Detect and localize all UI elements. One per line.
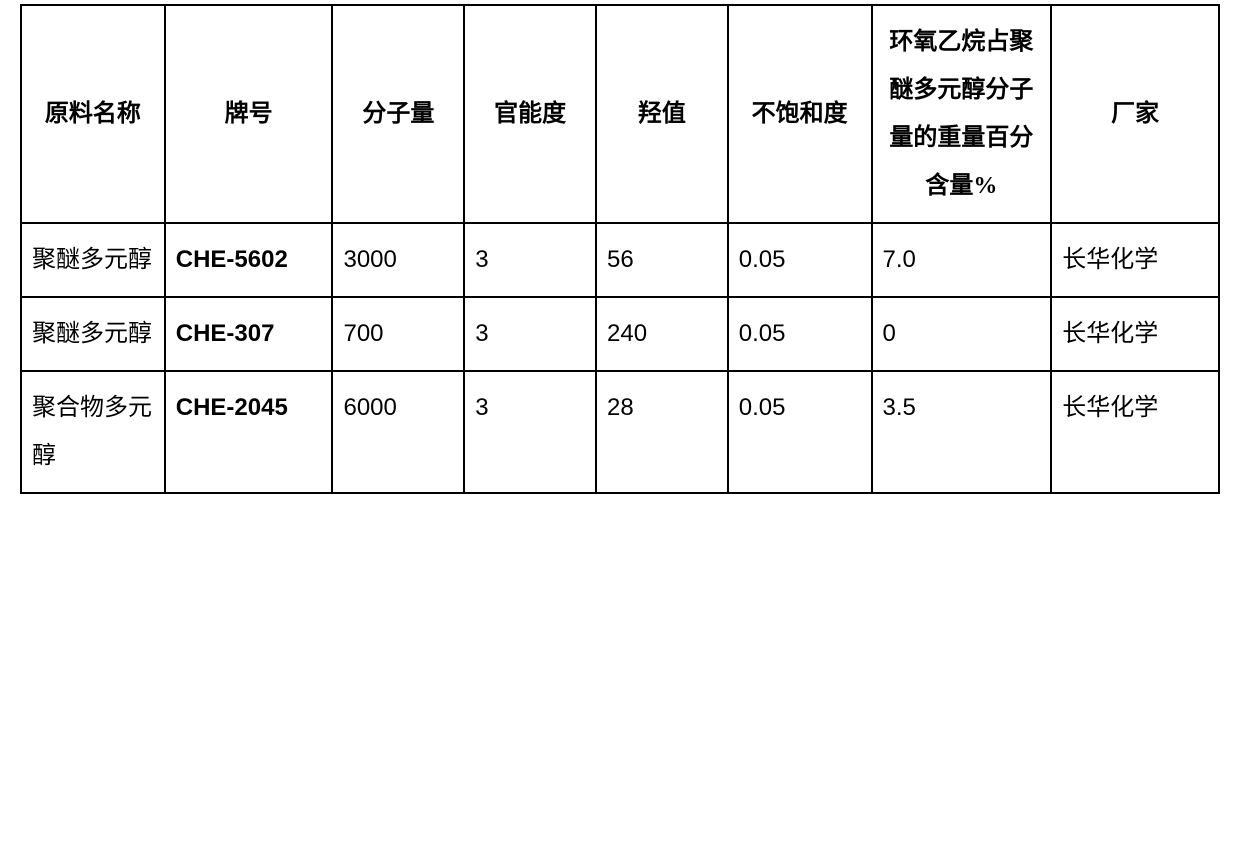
cell-eo: 0: [872, 297, 1052, 371]
col-header-unsat: 不饱和度: [728, 5, 872, 223]
cell-func: 3: [464, 223, 596, 297]
table-row: 聚醚多元醇 CHE-5602 3000 3 56 0.05 7.0 长华化学: [21, 223, 1219, 297]
cell-grade: CHE-5602: [165, 223, 333, 297]
cell-grade: CHE-2045: [165, 371, 333, 493]
cell-grade: CHE-307: [165, 297, 333, 371]
col-header-eo: 环氧乙烷占聚醚多元醇分子量的重量百分含量%: [872, 5, 1052, 223]
col-header-maker: 厂家: [1051, 5, 1219, 223]
cell-oh: 56: [596, 223, 728, 297]
col-header-grade: 牌号: [165, 5, 333, 223]
cell-name: 聚合物多元醇: [21, 371, 165, 493]
cell-maker: 长华化学: [1051, 371, 1219, 493]
cell-unsat: 0.05: [728, 297, 872, 371]
table-row: 聚醚多元醇 CHE-307 700 3 240 0.05 0 长华化学: [21, 297, 1219, 371]
cell-maker: 长华化学: [1051, 223, 1219, 297]
cell-name: 聚醚多元醇: [21, 297, 165, 371]
cell-func: 3: [464, 371, 596, 493]
table-header-row: 原料名称 牌号 分子量 官能度 羟值 不饱和度 环氧乙烷占聚醚多元醇分子量的重量…: [21, 5, 1219, 223]
cell-unsat: 0.05: [728, 371, 872, 493]
col-header-func: 官能度: [464, 5, 596, 223]
materials-table: 原料名称 牌号 分子量 官能度 羟值 不饱和度 环氧乙烷占聚醚多元醇分子量的重量…: [20, 4, 1220, 494]
cell-mw: 3000: [332, 223, 464, 297]
col-header-name: 原料名称: [21, 5, 165, 223]
col-header-oh: 羟值: [596, 5, 728, 223]
cell-name: 聚醚多元醇: [21, 223, 165, 297]
cell-mw: 6000: [332, 371, 464, 493]
table-row: 聚合物多元醇 CHE-2045 6000 3 28 0.05 3.5 长华化学: [21, 371, 1219, 493]
cell-unsat: 0.05: [728, 223, 872, 297]
cell-oh: 240: [596, 297, 728, 371]
cell-func: 3: [464, 297, 596, 371]
cell-oh: 28: [596, 371, 728, 493]
cell-eo: 3.5: [872, 371, 1052, 493]
cell-eo: 7.0: [872, 223, 1052, 297]
cell-mw: 700: [332, 297, 464, 371]
col-header-mw: 分子量: [332, 5, 464, 223]
cell-maker: 长华化学: [1051, 297, 1219, 371]
